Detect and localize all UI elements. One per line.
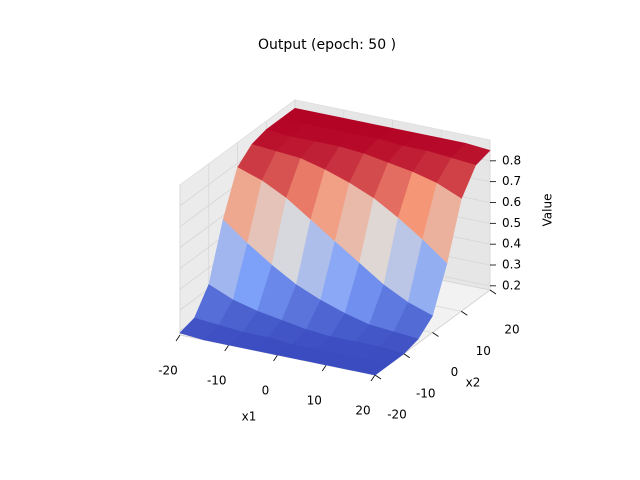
z-tick-label: 0.3	[502, 258, 521, 272]
surface-patch	[349, 359, 391, 376]
x-tick-label: -20	[158, 364, 178, 378]
tick-mark	[489, 289, 497, 295]
x-tick-label: 20	[355, 404, 370, 418]
x-tick-label: 10	[307, 394, 322, 408]
y-tick-label: -10	[416, 386, 436, 400]
y-tick-label: 10	[476, 344, 491, 358]
y-axis-label: x2	[466, 376, 481, 390]
tick-mark	[461, 310, 468, 316]
z-tick-label: 0.5	[502, 216, 521, 230]
x-axis-label: x1	[242, 410, 257, 424]
z-tick-label: 0.8	[502, 153, 521, 167]
tick-mark	[175, 334, 181, 342]
chart-title: Output (epoch: 50 )	[258, 37, 396, 53]
z-tick-label: 0.7	[502, 174, 521, 188]
z-tick-label: 0.6	[502, 195, 521, 209]
tick-mark	[403, 353, 410, 359]
x-tick-label: 0	[262, 384, 270, 398]
y-tick-label: 0	[451, 365, 459, 379]
z-axis-label: Value	[541, 194, 555, 227]
tick-mark	[224, 344, 230, 352]
tick-mark	[273, 354, 278, 362]
tick-mark	[432, 332, 439, 337]
z-tick-label: 0.2	[502, 278, 521, 292]
y-tick-label: 20	[504, 323, 519, 337]
tick-mark	[370, 374, 376, 382]
z-tick-label: 0.4	[502, 237, 521, 251]
tick-mark	[374, 374, 382, 380]
tick-mark	[321, 364, 327, 372]
x-tick-label: -10	[207, 374, 227, 388]
y-tick-label: -20	[387, 408, 407, 422]
